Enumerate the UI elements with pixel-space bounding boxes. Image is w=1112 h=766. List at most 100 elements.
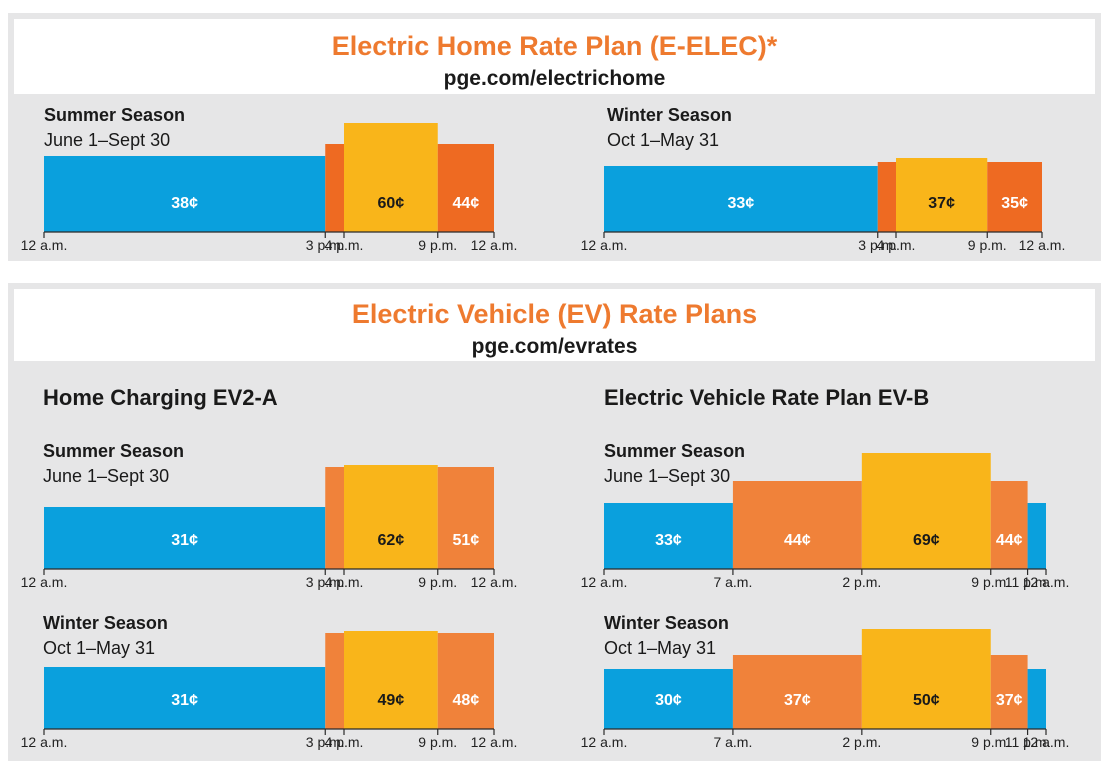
rate-bar-1 bbox=[877, 162, 896, 232]
eelec-winter-chart: 33¢ 37¢ 35¢ 12 a.m. 3 p.m. 4 p.m. 9 p.m. 12 a.m… bbox=[576, 123, 1094, 258]
ev2a-summer-dates: June 1–Sept 30 bbox=[43, 466, 170, 486]
rate-bar-2 bbox=[344, 112, 438, 232]
eelec-winter-dates: Oct 1–May 31 bbox=[607, 130, 720, 150]
axis-tick-label-3: 9 p.m. bbox=[971, 734, 1010, 750]
axis-tick-label-1: 3 p.m. bbox=[306, 574, 345, 590]
chart-svg: 30¢ 37¢ 50¢ 37¢ 12 a.m. 7 a.m. 2 p.m. 9 p.m.11 … bbox=[581, 629, 1070, 750]
rate-bar-0 bbox=[44, 156, 326, 232]
ev2a-winter-season: Winter Season bbox=[43, 613, 168, 633]
axis-tick-label-5: 12 a.m. bbox=[1023, 574, 1070, 590]
evb-plan-name: Electric Vehicle Rate Plan EV-B bbox=[604, 385, 930, 410]
rate-bar-1 bbox=[732, 481, 862, 569]
ev2a-column: Home Charging EV2-A Summer Season June 1… bbox=[8, 363, 554, 761]
rate-bar-1 bbox=[732, 655, 862, 729]
axis-tick-label-0: 12 a.m. bbox=[581, 734, 628, 750]
rate-label-3: 44¢ bbox=[996, 532, 1023, 549]
rate-bar-2 bbox=[896, 158, 988, 232]
axis-tick-label-1: 3 p.m. bbox=[306, 734, 345, 750]
evb-winter-dates: Oct 1–May 31 bbox=[604, 638, 717, 658]
chart-svg: 38¢ 60¢ 44¢ 12 a.m. 3 p.m.4 p.m. 9 p.m. 12 a.m… bbox=[21, 112, 518, 253]
evb-winter-season: Winter Season bbox=[604, 613, 729, 633]
rate-label-3: 44¢ bbox=[453, 195, 480, 212]
rate-bar-1 bbox=[325, 467, 344, 569]
axis-tick-label-1: 3 p.m. bbox=[306, 237, 345, 253]
rate-bar-1 bbox=[325, 633, 344, 729]
rate-bar-4 bbox=[1027, 503, 1046, 569]
eelec-title: Electric Home Rate Plan (E-ELEC)* bbox=[331, 31, 778, 61]
axis-tick-label-3: 9 p.m. bbox=[418, 237, 457, 253]
axis-tick-label-1: 7 a.m. bbox=[713, 734, 752, 750]
axis-tick-label-5: 12 a.m. bbox=[1023, 734, 1070, 750]
rate-label-3: 35¢ bbox=[1001, 195, 1028, 212]
ev2a-summer-season: Summer Season bbox=[43, 441, 185, 461]
chart-svg: 31¢ 49¢ 48¢ 12 a.m. 3 p.m.4 p.m. 9 p.m. 12 a.m… bbox=[21, 631, 518, 750]
ev-header: Electric Vehicle (EV) Rate Plans pge.com… bbox=[14, 289, 1095, 361]
axis-tick-label-2: 4 p.m. bbox=[325, 574, 364, 590]
evb-column: Electric Vehicle Rate Plan EV-B Summer S… bbox=[564, 363, 1101, 761]
axis-tick-label-4: 12 a.m. bbox=[1019, 237, 1066, 253]
eelec-panel: Electric Home Rate Plan (E-ELEC)* pge.co… bbox=[8, 13, 1101, 261]
rate-label-0: 31¢ bbox=[171, 692, 198, 709]
chart-svg: 33¢ 44¢ 69¢ 44¢ 12 a.m. 7 a.m. 2 p.m. 9 p.m.11 … bbox=[581, 431, 1070, 590]
eelec-summer-season: Summer Season bbox=[44, 105, 186, 125]
rate-bar-3 bbox=[437, 467, 494, 569]
axis-tick-label-4: 12 a.m. bbox=[471, 574, 518, 590]
axis-tick-label-4: 11 p.m. bbox=[1005, 574, 1051, 590]
rate-label-2: 50¢ bbox=[913, 692, 940, 709]
eelec-url: pge.com/electrichome bbox=[443, 67, 666, 90]
ev-panel: Electric Vehicle (EV) Rate Plans pge.com… bbox=[8, 283, 1101, 761]
axis-tick-label-2: 2 p.m. bbox=[842, 734, 881, 750]
rate-label-0: 31¢ bbox=[171, 532, 198, 549]
rate-bar-4 bbox=[1027, 669, 1046, 729]
axis-tick-label-0: 12 a.m. bbox=[581, 574, 628, 590]
rate-bar-3 bbox=[437, 144, 494, 232]
axis-tick-label-2: 2 p.m. bbox=[842, 574, 881, 590]
rate-bar-3 bbox=[990, 655, 1028, 729]
axis-tick-label-0: 12 a.m. bbox=[21, 237, 68, 253]
ev2a-winter-chart: 31¢ 49¢ 48¢ 12 a.m. 3 p.m. 4 p.m. 9 p.m. 12 a.m… bbox=[16, 625, 546, 755]
rate-label-3: 48¢ bbox=[453, 692, 480, 709]
rate-bar-0 bbox=[604, 166, 878, 232]
rate-label-2: 37¢ bbox=[928, 195, 955, 212]
rate-bar-3 bbox=[990, 481, 1028, 569]
rate-label-2: 49¢ bbox=[378, 692, 405, 709]
ev-title: Electric Vehicle (EV) Rate Plans bbox=[351, 299, 758, 329]
axis-tick-label-0: 12 a.m. bbox=[581, 237, 628, 253]
rate-label-0: 33¢ bbox=[655, 532, 682, 549]
eelec-winter-season: Winter Season bbox=[607, 105, 732, 125]
rate-bar-2 bbox=[861, 431, 991, 569]
axis-tick-label-3: 9 p.m. bbox=[418, 574, 457, 590]
rate-label-2: 69¢ bbox=[913, 532, 940, 549]
chart-svg: 33¢ 37¢ 35¢ 12 a.m. 3 p.m.4 p.m. 9 p.m. 12 a.m… bbox=[581, 158, 1066, 253]
evb-summer-season: Summer Season bbox=[604, 441, 746, 461]
rate-bar-2 bbox=[344, 631, 438, 729]
axis-tick-label-0: 12 a.m. bbox=[21, 574, 68, 590]
chart-svg: 31¢ 62¢ 51¢ 12 a.m. 3 p.m.4 p.m. 9 p.m. 12 a.m… bbox=[21, 445, 518, 590]
rate-label-1: 37¢ bbox=[784, 692, 811, 709]
axis-tick-label-4: 12 a.m. bbox=[471, 237, 518, 253]
eelec-header: Electric Home Rate Plan (E-ELEC)* pge.co… bbox=[14, 19, 1095, 94]
rate-bar-1 bbox=[325, 144, 344, 232]
rate-bar-0 bbox=[44, 507, 326, 569]
axis-tick-label-1: 3 p.m. bbox=[858, 237, 897, 253]
evb-summer-chart: 33¢ 44¢ 69¢ 44¢ 12 a.m. 7 a.m. 2 p.m. 9 p.m. 11 … bbox=[576, 431, 1098, 595]
axis-tick-label-2: 4 p.m. bbox=[325, 734, 364, 750]
rate-label-0: 30¢ bbox=[655, 692, 682, 709]
ev2a-plan-name: Home Charging EV2-A bbox=[43, 385, 278, 410]
rate-label-2: 60¢ bbox=[378, 195, 405, 212]
axis-tick-label-4: 12 a.m. bbox=[471, 734, 518, 750]
rate-label-3: 37¢ bbox=[996, 692, 1023, 709]
rate-label-2: 62¢ bbox=[378, 532, 405, 549]
rate-label-0: 38¢ bbox=[171, 195, 198, 212]
ev-url: pge.com/evrates bbox=[471, 335, 638, 358]
axis-tick-label-0: 12 a.m. bbox=[21, 734, 68, 750]
ev2a-summer-chart: 31¢ 62¢ 51¢ 12 a.m. 3 p.m. 4 p.m. 9 p.m. 12 a.m… bbox=[16, 445, 546, 595]
rate-bar-2 bbox=[861, 629, 991, 729]
evb-winter-chart: 30¢ 37¢ 50¢ 37¢ 12 a.m. 7 a.m. 2 p.m. 9 p.m. 11 … bbox=[576, 625, 1098, 755]
axis-tick-label-2: 4 p.m. bbox=[325, 237, 364, 253]
rate-bar-0 bbox=[604, 669, 733, 729]
rate-bar-0 bbox=[44, 667, 326, 729]
rate-label-3: 51¢ bbox=[453, 532, 480, 549]
axis-tick-label-4: 11 p.m. bbox=[1005, 734, 1051, 750]
axis-tick-label-3: 9 p.m. bbox=[971, 574, 1010, 590]
